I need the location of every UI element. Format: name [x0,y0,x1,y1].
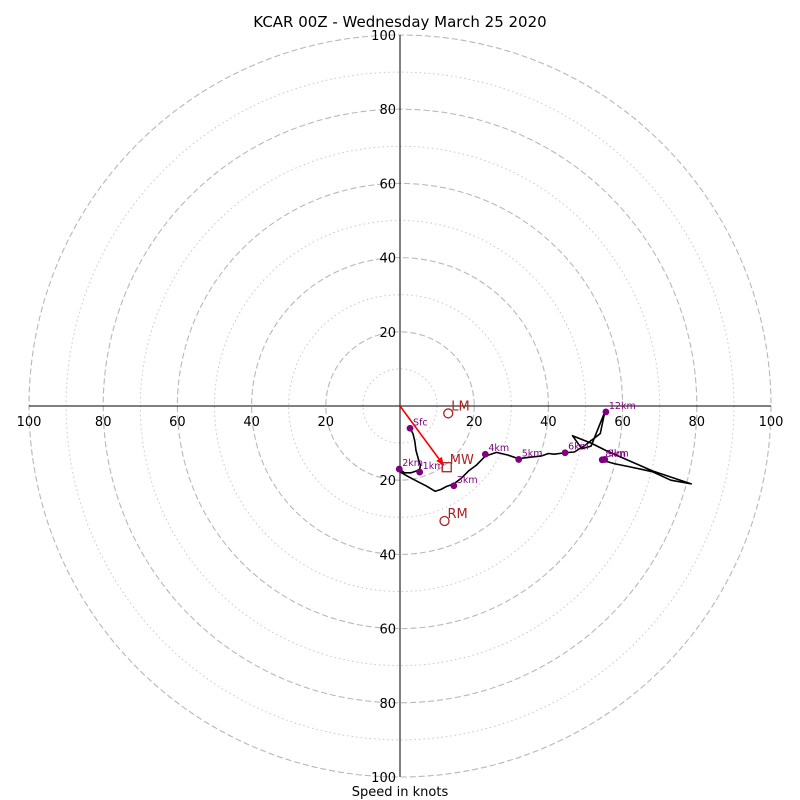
level-point-9km [601,456,609,463]
tick-up-20: 20 [379,326,396,341]
tick-up-60: 60 [379,177,396,192]
tick-up-80: 80 [379,103,396,118]
level-point-6km [561,449,569,457]
tick-right-60: 60 [614,415,631,430]
hodograph-trace [398,411,692,493]
level-label-9km: 9km [608,448,629,459]
tick-right-20: 20 [466,415,483,430]
x-axis-label: Speed in knots [352,785,449,800]
level-point-1km [416,468,424,476]
tick-right-80: 80 [689,415,706,430]
tick-left-100: 100 [17,415,42,430]
shear-vector [399,405,445,466]
level-label-6km: 6km [568,442,589,453]
tick-up-100: 100 [371,29,396,44]
tick-down-60: 60 [379,623,396,638]
storm-motion-marker-LM [443,408,454,419]
tick-right-100: 100 [759,415,784,430]
storm-motion-marker-RM [439,515,450,527]
level-label-1km: 1km [423,461,444,472]
level-label-12km: 12km [609,401,636,412]
tick-left-40: 40 [243,415,260,430]
storm-motion-marker-MW [441,462,452,473]
level-label-3km: 3km [457,475,478,486]
tick-left-20: 20 [318,415,335,430]
level-point-3km [450,482,458,490]
tick-down-100: 100 [371,771,396,786]
tick-down-40: 40 [379,548,396,563]
level-point-4km [481,450,489,458]
tick-down-80: 80 [379,697,396,712]
tick-labels: 100 80 60 40 20 20 40 60 80 100 20 40 60 80 100 20 40 60 8… [17,29,784,786]
level-point-2km [395,465,403,473]
tick-down-20: 20 [379,474,396,489]
storm-motion-label-MW: MW [450,453,474,468]
tick-left-60: 60 [169,415,186,430]
storm-motion-label-LM: LM [451,399,469,414]
storm-motion-label-RM: RM [448,507,468,522]
level-point-5km [515,456,523,463]
level-label-2km: 2km [402,458,423,469]
level-point-12km [602,408,610,416]
level-label-8km: 8km [605,449,626,460]
hodograph-line [398,411,692,493]
level-point-Sfc [406,424,414,432]
shear-vector-line [399,405,445,466]
tick-up-40: 40 [379,252,396,267]
tick-right-40: 40 [540,415,557,430]
level-label-5km: 5km [522,448,543,459]
tick-left-80: 80 [95,415,112,430]
storm-motion-markers: LM MW RM [439,399,474,527]
level-label-4km: 4km [488,443,509,454]
level-label-Sfc: Sfc [413,417,428,428]
chart-title: KCAR 00Z - Wednesday March 25 2020 [253,13,546,31]
